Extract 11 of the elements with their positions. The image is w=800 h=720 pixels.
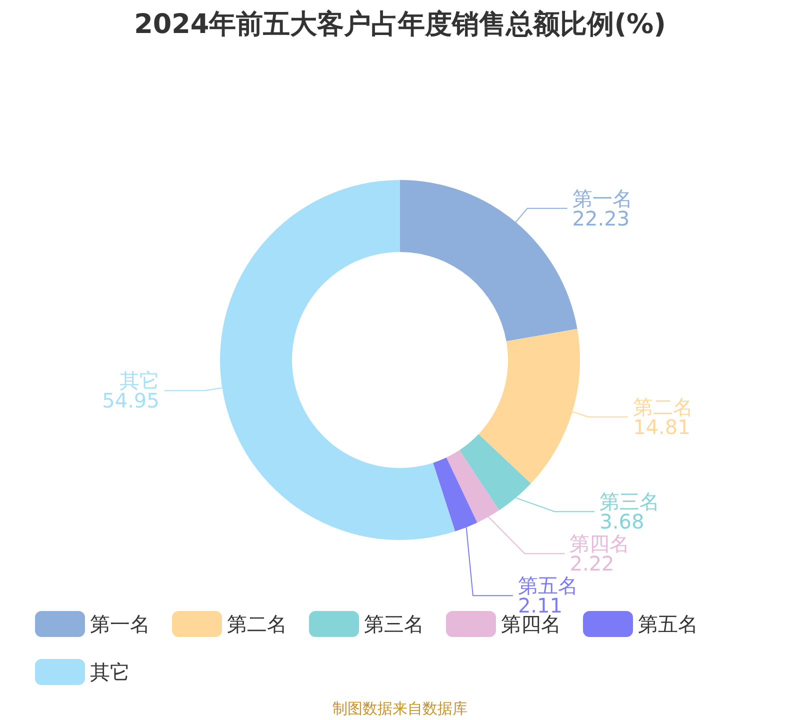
legend-label: 第五名	[638, 612, 698, 636]
slice-label: 第五名	[518, 574, 578, 598]
text: 制图数据来自数据库	[332, 700, 468, 718]
legend-label: 第一名	[90, 612, 150, 636]
legend-label: 第二名	[227, 612, 287, 636]
legend-label: 第三名	[364, 612, 424, 636]
legend-label: 其它	[90, 660, 130, 684]
slice-label: 第一名	[572, 186, 632, 210]
slice-label: 其它	[119, 368, 160, 393]
chart-title: 2024年前五大客户占年度销售总额比例(%)	[134, 9, 666, 40]
slice-label: 第二名	[633, 394, 694, 419]
